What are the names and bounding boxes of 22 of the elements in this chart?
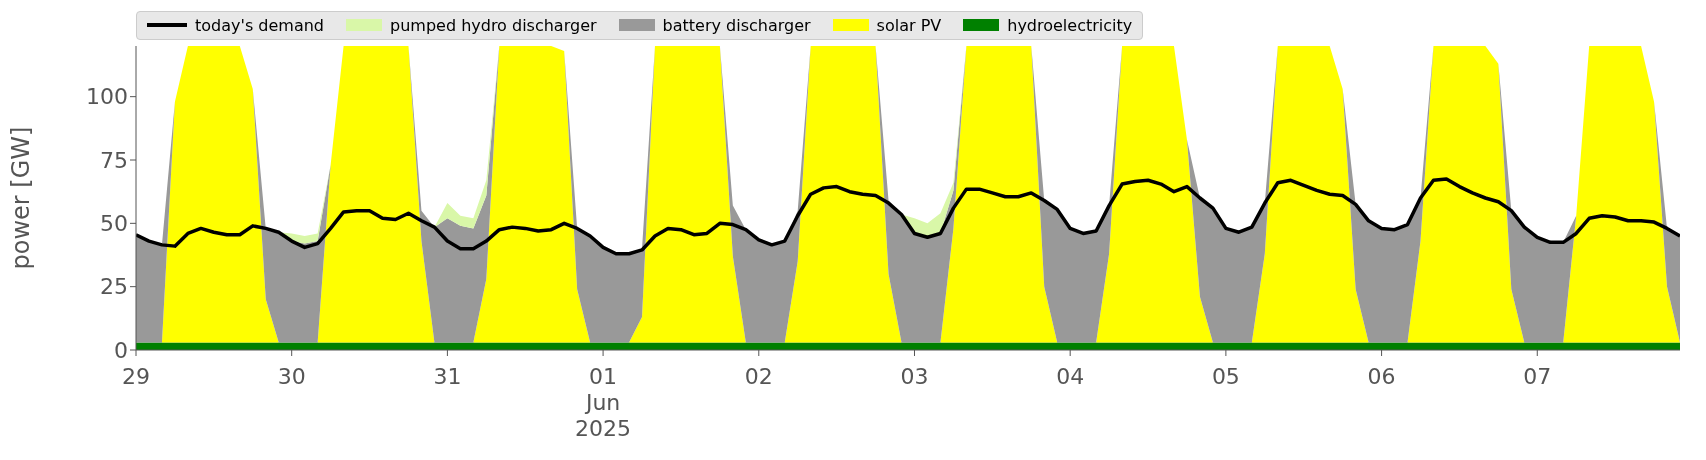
x-tick-label: 30 xyxy=(277,364,306,389)
x-tick-label: 02 xyxy=(744,364,773,389)
y-tick-label: 0 xyxy=(114,337,128,363)
x-tick-label: 29 xyxy=(122,364,150,389)
line-series xyxy=(136,177,1680,256)
x-tick-label: 01 Jun 2025 xyxy=(575,364,632,441)
y-axis-title: power [GW] xyxy=(6,126,35,270)
x-tick-label: 04 xyxy=(1056,364,1085,389)
legend-label: hydroelectricity xyxy=(1007,15,1133,35)
y-tick-label: 25 xyxy=(100,274,128,300)
x-tick-label: 05 xyxy=(1211,364,1240,389)
legend-label: battery discharger xyxy=(662,15,811,35)
x-tick-label: 03 xyxy=(900,364,929,389)
legend-label: solar PV xyxy=(876,15,942,35)
x-tick-label: 31 xyxy=(433,364,462,389)
x-tick-label: 07 xyxy=(1523,364,1552,389)
y-tick-label: 100 xyxy=(86,84,128,110)
legend-label: today's demand xyxy=(195,15,324,35)
y-tick-label: 50 xyxy=(100,211,128,237)
y-tick-label: 75 xyxy=(100,147,128,173)
x-tick-label: 06 xyxy=(1367,364,1396,389)
legend-label: pumped hydro discharger xyxy=(390,15,597,35)
